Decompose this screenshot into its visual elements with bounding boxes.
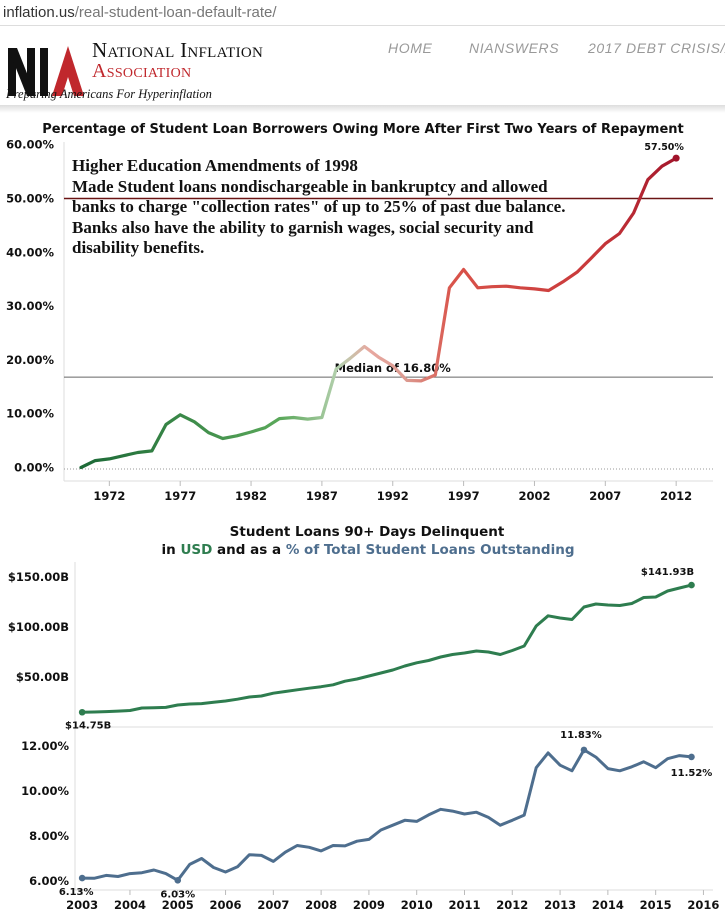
chart1-y-tick-label: 50.00% [6, 192, 54, 206]
chart2-pct-peak-label: 11.83% [560, 730, 602, 741]
chart2-usd-end-point [688, 581, 695, 589]
chart1-x-tick-label: 2012 [660, 489, 692, 503]
chart2-x-tick-label: 2016 [687, 898, 719, 912]
org-name-line2: Association [92, 60, 192, 82]
logo-n-right-bar [27, 48, 35, 96]
chart1-x-tick-label: 1972 [93, 489, 125, 503]
chart2-usd-y-tick-label: $150.00B [8, 570, 69, 584]
chart2-x-tick-label: 2009 [353, 898, 385, 912]
chart2-x-tick-label: 2015 [640, 898, 672, 912]
chart2-usd-y-tick-label: $100.00B [8, 620, 69, 634]
url-path: /real-student-loan-default-rate/ [74, 4, 277, 21]
chart2-pct-y-tick-label: 6.00% [29, 874, 69, 888]
chart2-pct-series-line [82, 748, 692, 882]
chart1-series-line [79, 156, 678, 470]
nav-2017-debt-crisis[interactable]: 2017 DEBT CRISIS/AS [588, 40, 725, 56]
chart2-labelled-points [78, 581, 695, 884]
org-name-line1: National Inflation [92, 38, 264, 62]
chart2-subtitle: in USD and as a % of Total Student Loans… [162, 542, 575, 558]
chart2-usd-y-tick-label: $50.00B [16, 670, 69, 684]
annotation-line-1: Higher Education Amendments of 1998 [72, 156, 358, 175]
chart2-pct-y-tick-label: 12.00% [21, 739, 69, 753]
chart2-x-tick-label: 2008 [305, 898, 337, 912]
chart2-pct-min-label: 6.03% [160, 889, 195, 900]
chart2-data-labels: $14.75B $141.93B 6.13% 6.03% 11.83% 11.52% [59, 567, 713, 900]
chart1-y-tick-label: 0.00% [14, 461, 54, 475]
chart2-x-tick-label: 2012 [496, 898, 528, 912]
chart2-subtitle-part1: in [162, 542, 181, 558]
chart1-x-ticks: 1972 1977 1982 1987 1992 1997 2002 2007 2012 [93, 481, 692, 503]
chart2-pct-end-point [688, 753, 695, 761]
site-header: National Inflation Association Preparing… [0, 27, 725, 105]
chart1-y-tick-label: 40.00% [6, 245, 54, 259]
chart1-x-tick-label: 1987 [306, 489, 338, 503]
annotation-text: Higher Education Amendments of 1998 Made… [72, 156, 565, 259]
chart1-y-ticks: 0.00% 10.00% 20.00% 30.00% 40.00% 50.00% 60.00… [6, 138, 54, 475]
chart2-x-tick-label: 2010 [401, 898, 433, 912]
nav-home[interactable]: HOME [388, 40, 433, 56]
chart1-title: Percentage of Student Loan Borrowers Owi… [42, 122, 684, 137]
chart1-x-tick-label: 1977 [164, 489, 196, 503]
chart1-x-tick-label: 1997 [448, 489, 480, 503]
chart1-y-tick-label: 20.00% [6, 353, 54, 367]
logo-a-notch [62, 77, 74, 96]
chart2-pct-start-point [78, 874, 86, 882]
chart1-x-tick-label: 1992 [377, 489, 409, 503]
chart1-end-label: 57.50% [644, 142, 684, 153]
chart1-x-tick-label: 2007 [589, 489, 621, 503]
chart1-y-tick-label: 10.00% [6, 407, 54, 421]
logo-n-left-bar [8, 48, 16, 96]
logo-i-bar [40, 48, 48, 96]
chart2-subtitle-part3: and as a [212, 542, 285, 558]
chart2-x-tick-label: 2013 [544, 898, 576, 912]
address-bar[interactable]: inflation.us/real-student-loan-default-r… [0, 0, 725, 26]
nia-logo-icon[interactable] [8, 35, 84, 109]
chart1-y-tick-label: 60.00% [6, 138, 54, 152]
annotation-line-5: disability benefits. [72, 238, 205, 257]
annotation-line-3: banks to charge "collection rates" of up… [72, 197, 566, 216]
chart2-pct-y-tick-label: 8.00% [29, 829, 69, 843]
chart2-x-ticks: 2003 2004 2005 2006 2007 2008 2009 2010 2011 2012… [66, 890, 719, 912]
chart2-pct-min-point [174, 877, 182, 884]
chart2-x-tick-label: 2006 [210, 898, 242, 912]
annotation-line-4: Banks also have the ability to garnish w… [72, 217, 534, 237]
chart2-usd-end-label: $141.93B [641, 567, 694, 578]
chart2-x-tick-label: 2014 [592, 898, 624, 912]
chart2-pct-y-tick-label: 10.00% [21, 784, 69, 798]
url-host: inflation.us [3, 4, 75, 21]
chart2-subtitle-usd: USD [180, 542, 212, 558]
org-name[interactable]: National Inflation Association [92, 40, 263, 82]
chart1-x-tick-label: 1982 [235, 489, 267, 503]
chart2-pct-peak-point [580, 746, 588, 754]
chart2-x-tick-label: 2003 [66, 898, 98, 912]
chart2-subtitle-pct: % of Total Student Loans Outstanding [286, 542, 575, 558]
chart2-usd-series-line [82, 583, 692, 714]
tagline: Preparing Americans For Hyperinflation [6, 87, 212, 101]
logo-a-triangle [52, 46, 84, 96]
chart1-x-tick-label: 2002 [518, 489, 550, 503]
chart2-usd-start-point [78, 708, 86, 716]
chart2-x-tick-label: 2004 [114, 898, 146, 912]
chart2-title: Student Loans 90+ Days Delinquent [230, 524, 505, 540]
chart2-x-tick-label: 2007 [257, 898, 289, 912]
annotation-line-2: Made Student loans nondischargeable in b… [72, 176, 548, 196]
nav-nianswers[interactable]: NIANSWERS [469, 40, 560, 56]
chart2-usd-start-label: $14.75B [65, 720, 111, 731]
chart2-x-tick-label: 2005 [162, 898, 194, 912]
chart1-y-tick-label: 30.00% [6, 299, 54, 313]
chart2-pct-start-label: 6.13% [59, 887, 94, 898]
chart2-pct-end-label: 11.52% [671, 768, 713, 779]
chart2-x-tick-label: 2011 [448, 898, 480, 912]
chart1-end-point [672, 154, 680, 162]
chart2-usd-y-ticks: $50.00B $100.00B $150.00B [8, 570, 69, 684]
chart2-pct-y-ticks: 6.00% 8.00% 10.00% 12.00% [21, 739, 69, 888]
header-divider [0, 105, 725, 113]
